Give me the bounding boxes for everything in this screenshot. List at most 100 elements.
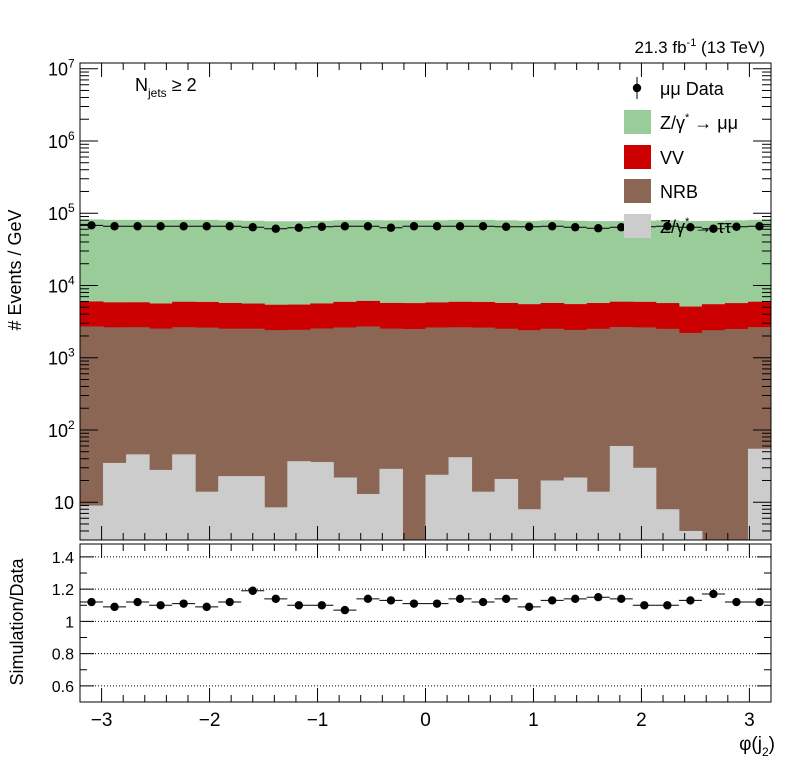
bottom-y-tick-label: 1 xyxy=(65,614,74,631)
data-point-22 xyxy=(594,224,603,233)
bar-z--8 xyxy=(264,507,288,540)
bar-nrb-26 xyxy=(678,332,703,540)
x-tick-label: −2 xyxy=(199,710,221,731)
data-point-18 xyxy=(501,222,511,231)
bar-z--0 xyxy=(80,505,104,540)
ratio-point-6 xyxy=(225,597,234,607)
bar-z--5 xyxy=(195,491,219,540)
top-y-tick-label: 106 xyxy=(48,129,75,152)
bar-nrb-25 xyxy=(655,328,680,540)
ratio-point-14 xyxy=(409,599,419,608)
ratio-point-16 xyxy=(455,594,465,604)
data-point-7 xyxy=(248,223,257,232)
data-point-13 xyxy=(386,223,396,232)
ratio-point-23 xyxy=(617,594,626,604)
bar-nrb-17 xyxy=(471,327,496,540)
legend-data-marker xyxy=(632,83,642,93)
bottom-y-tick-label: 0.8 xyxy=(52,647,74,664)
bar-z--20 xyxy=(540,480,565,540)
data-point-6 xyxy=(225,222,234,231)
bar-z--9 xyxy=(287,461,311,540)
bar-nrb-14 xyxy=(402,328,426,540)
y-axis-title-bottom: Simulation/Data xyxy=(7,557,27,685)
data-point-10 xyxy=(317,222,327,231)
bar-z--25 xyxy=(655,509,680,540)
top-y-tick-label: 103 xyxy=(48,346,75,369)
ratio-point-13 xyxy=(386,596,396,605)
data-point-25 xyxy=(663,222,672,231)
bottom-frame: 0.6 0.8 1 1.2 1.4 −3 −2 −1 0 1 2 3 xyxy=(52,543,772,731)
x-tick-label: 3 xyxy=(744,710,755,731)
ratio-point-17 xyxy=(478,597,488,607)
legend-swatch-4 xyxy=(624,214,651,238)
lumi-label: 21.3 fb-1 (13 TeV) xyxy=(635,37,765,57)
top-y-tick-label: 107 xyxy=(48,57,75,80)
ratio-point-19 xyxy=(524,602,534,612)
legend-label-1: Z/γ* → μμ xyxy=(660,112,738,133)
bottom-ratio-points xyxy=(80,586,771,615)
data-point-5 xyxy=(202,222,211,231)
data-point-3 xyxy=(156,222,165,231)
bar-z--22 xyxy=(586,491,611,540)
data-point-9 xyxy=(294,223,304,232)
legend-label-3: NRB xyxy=(660,182,698,202)
data-point-26 xyxy=(686,223,695,232)
data-point-28 xyxy=(732,222,741,231)
x-axis-title: φ(j2) xyxy=(739,734,775,759)
top-y-tick-label: 105 xyxy=(48,201,75,224)
data-point-29 xyxy=(755,222,764,231)
ratio-point-25 xyxy=(663,601,672,610)
ratio-point-7 xyxy=(248,586,257,595)
bar-z--23 xyxy=(609,446,634,540)
data-point-2 xyxy=(133,222,142,231)
data-point-16 xyxy=(455,222,465,231)
data-point-27 xyxy=(709,224,718,233)
top-y-tick-label: 102 xyxy=(48,418,75,441)
x-tick-label: 0 xyxy=(420,710,431,731)
bar-nrb-22 xyxy=(586,328,611,540)
ratio-point-24 xyxy=(640,601,649,610)
data-point-0 xyxy=(87,221,96,230)
bottom-y-tick-label: 1.4 xyxy=(52,550,74,567)
bar-nrb-5 xyxy=(195,327,219,540)
x-tick-label: 1 xyxy=(528,710,539,731)
y-axis-title-top: # Events / GeV xyxy=(5,209,25,330)
ratio-point-12 xyxy=(363,594,373,604)
bar-z--16 xyxy=(448,457,473,540)
x-tick-label: −1 xyxy=(307,710,329,731)
ratio-point-0 xyxy=(87,597,96,607)
bottom-y-tick-label: 0.6 xyxy=(52,679,74,696)
ratio-point-28 xyxy=(732,597,741,607)
bar-nrb-8 xyxy=(264,330,288,540)
bar-nrb-27 xyxy=(701,330,726,540)
legend-label-2: VV xyxy=(660,148,684,168)
ratio-point-26 xyxy=(686,596,695,605)
bar-nrb-12 xyxy=(356,326,380,540)
legend: μμ Data Z/γ* → μμ VV NRB Z/γ* → ττ xyxy=(624,77,738,238)
data-point-17 xyxy=(478,222,488,231)
bar-z--15 xyxy=(425,474,450,540)
top-frame: 10 102 103 104 105 106 107 xyxy=(48,57,772,541)
bar-z--12 xyxy=(356,493,380,540)
top-stack-bars xyxy=(80,219,772,541)
data-point-19 xyxy=(524,222,534,231)
bar-z--19 xyxy=(517,509,542,540)
bar-z--17 xyxy=(471,491,496,540)
bottom-plot-frame xyxy=(79,543,772,703)
data-point-8 xyxy=(271,224,280,233)
bar-z--7 xyxy=(241,476,265,540)
data-point-14 xyxy=(409,222,419,231)
bottom-y-tick-label: 1.2 xyxy=(52,582,74,599)
data-point-23 xyxy=(617,223,626,232)
data-point-1 xyxy=(110,222,119,231)
bar-z--6 xyxy=(218,476,242,540)
bar-z--4 xyxy=(172,454,196,540)
data-point-20 xyxy=(547,222,557,231)
data-point-11 xyxy=(340,222,350,231)
ratio-point-27 xyxy=(709,589,718,599)
ratio-point-11 xyxy=(340,605,350,615)
bar-z--11 xyxy=(333,477,357,540)
bottom-gridlines xyxy=(80,556,771,687)
legend-label-4: Z/γ* → ττ xyxy=(660,216,732,237)
ratio-point-8 xyxy=(271,594,280,604)
